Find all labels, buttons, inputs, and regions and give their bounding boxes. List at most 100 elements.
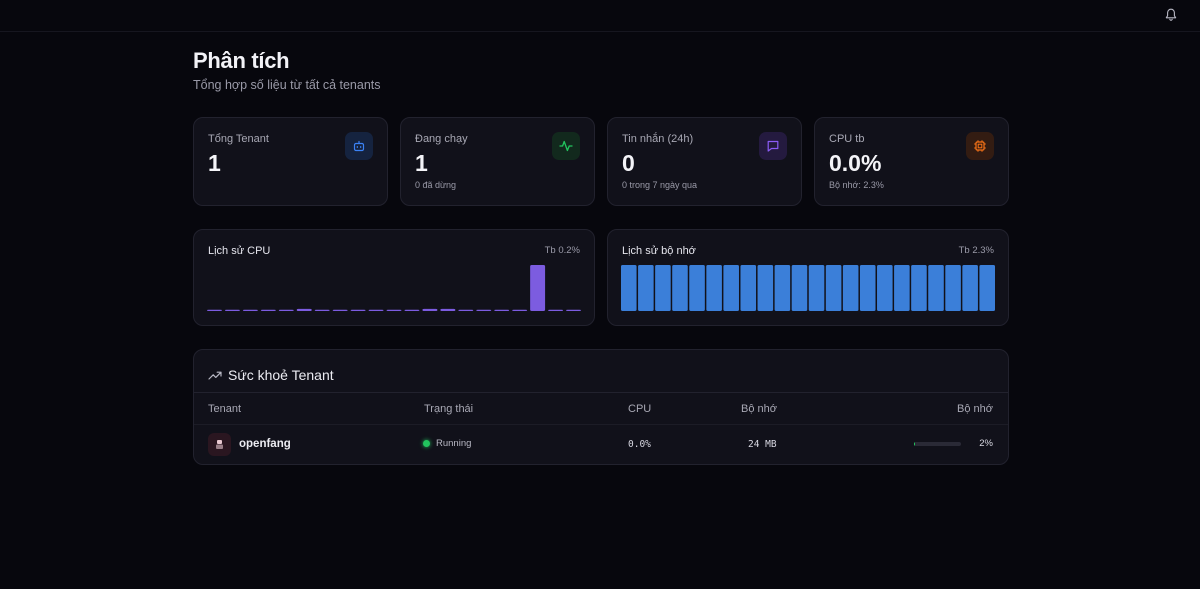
tenant-health-title: Sức khoẻ Tenant: [228, 367, 334, 383]
stat-card-cpu-avg: CPU tb 0.0% Bộ nhớ: 2.3%: [814, 117, 1009, 206]
memory-history-card: Lịch sử bộ nhớ Tb 2.3%: [607, 229, 1009, 326]
memory-history-bar: [859, 265, 876, 311]
memory-history-bar: [706, 265, 722, 311]
tenant-health-header: Sức khoẻ Tenant: [208, 366, 334, 384]
memory-history-bar: [672, 265, 688, 311]
message-icon: [759, 132, 787, 160]
memory-progress-fill: [914, 442, 915, 446]
tenant-cpu: 0.0%: [628, 439, 651, 450]
memory-history-chart: [621, 265, 995, 311]
cpu-history-bar: [476, 309, 492, 311]
memory-history-bar: [894, 265, 910, 311]
column-header-cpu[interactable]: CPU: [628, 403, 652, 415]
stat-card-running: Đang chạy 1 0 đã dừng: [400, 117, 595, 206]
memory-history-bar: [928, 265, 944, 311]
stat-label: CPU tb: [829, 133, 865, 145]
memory-chart-average: Tb 2.3%: [958, 245, 994, 256]
memory-history-bar: [911, 265, 927, 311]
table-row[interactable]: openfang Running 0.0% 24 MB 2%: [194, 425, 1008, 465]
tenant-icon: [216, 440, 223, 449]
memory-history-bar: [842, 265, 859, 311]
cpu-history-bar: [242, 309, 258, 311]
cpu-history-bar: [404, 309, 420, 311]
status-dot: [423, 440, 430, 447]
memory-history-bar: [638, 265, 654, 311]
cpu-history-card: Lịch sử CPU Tb 0.2%: [193, 229, 595, 326]
memory-history-bar: [825, 265, 842, 311]
tenant-health-card: Sức khoẻ Tenant Tenant Trạng thái CPU Bộ…: [193, 349, 1009, 465]
cpu-history-bar: [458, 309, 474, 311]
memory-history-bar: [791, 265, 808, 311]
memory-history-bar: [757, 265, 774, 311]
cpu-history-bar: [260, 309, 276, 311]
memory-history-bar: [962, 265, 978, 311]
memory-progress-bar: [914, 442, 961, 446]
divider: [194, 392, 1008, 393]
tenant-memory-percent: 2%: [979, 438, 993, 449]
cpu-history-bar: [422, 308, 438, 311]
stat-sub: 0 đã dừng: [415, 180, 457, 190]
cpu-history-bar: [548, 309, 564, 311]
cpu-chart-average: Tb 0.2%: [544, 245, 580, 256]
trending-up-icon: [208, 371, 222, 380]
top-bar: [0, 0, 1200, 32]
memory-chart-title: Lịch sử bộ nhớ: [622, 245, 696, 257]
cpu-history-bar: [278, 309, 294, 311]
activity-icon: [552, 132, 580, 160]
cpu-history-chart: [207, 265, 581, 311]
main-content: Phân tích Tổng hợp số liệu từ tất cả ten…: [193, 48, 1009, 465]
column-header-status[interactable]: Trạng thái: [424, 403, 474, 415]
stat-card-total-tenants: Tổng Tenant 1: [193, 117, 388, 206]
cpu-history-bar: [332, 309, 348, 311]
stat-sub: Bộ nhớ: 2.3%: [829, 180, 884, 190]
bot-icon: [345, 132, 373, 160]
cpu-chart-title: Lịch sử CPU: [208, 245, 271, 257]
page-title: Phân tích: [193, 48, 290, 73]
cpu-history-bar: [494, 309, 510, 311]
memory-history-bar: [808, 265, 825, 311]
tenant-avatar: [208, 433, 231, 456]
column-header-memory-percent[interactable]: Bộ nhớ: [957, 403, 993, 415]
cpu-history-bar: [350, 309, 366, 311]
memory-history-bar: [877, 265, 893, 311]
cpu-history-bar: [314, 309, 330, 311]
stat-value: 1: [415, 150, 428, 176]
stat-label: Đang chạy: [415, 133, 468, 145]
cpu-history-bar: [512, 309, 528, 311]
memory-history-bar: [655, 265, 671, 311]
status-label: Running: [436, 438, 472, 449]
bell-icon[interactable]: [1165, 8, 1177, 22]
stat-sub: 0 trong 7 ngày qua: [622, 180, 698, 190]
stat-value: 1: [208, 150, 221, 176]
tenant-memory: 24 MB: [748, 439, 777, 450]
memory-history-bar: [621, 265, 637, 311]
stat-value: 0.0%: [829, 150, 882, 176]
cpu-history-bar: [386, 309, 402, 311]
cpu-history-bar: [296, 308, 312, 311]
memory-history-bar: [774, 265, 791, 311]
memory-history-bar: [740, 265, 757, 311]
cpu-history-bar: [368, 309, 384, 311]
stat-label: Tin nhắn (24h): [622, 133, 694, 145]
cpu-history-bar: [224, 309, 240, 311]
page-subtitle: Tổng hợp số liệu từ tất cả tenants: [193, 78, 381, 92]
cpu-history-bar: [530, 265, 546, 311]
stat-label: Tổng Tenant: [208, 133, 269, 145]
tenant-name[interactable]: openfang: [239, 438, 291, 450]
memory-history-bar: [723, 265, 739, 311]
charts-row: Lịch sử CPU Tb 0.2% Lịch sử bộ nhớ Tb 2.…: [193, 229, 1009, 326]
cpu-history-bar: [566, 309, 581, 311]
column-header-tenant[interactable]: Tenant: [208, 403, 242, 415]
memory-history-bar: [945, 265, 961, 311]
status-badge: Running: [423, 438, 471, 449]
stat-value: 0: [622, 150, 635, 176]
divider: [194, 424, 1008, 425]
stats-row: Tổng Tenant 1 Đang chạy 1 0 đã dừng Tin …: [193, 117, 1009, 206]
cpu-history-bar: [207, 309, 222, 311]
stat-card-messages: Tin nhắn (24h) 0 0 trong 7 ngày qua: [607, 117, 802, 206]
cpu-history-bar: [440, 308, 456, 311]
memory-history-bar: [689, 265, 705, 311]
cpu-icon: [966, 132, 994, 160]
memory-history-bar: [979, 265, 995, 311]
column-header-memory[interactable]: Bộ nhớ: [741, 403, 777, 415]
